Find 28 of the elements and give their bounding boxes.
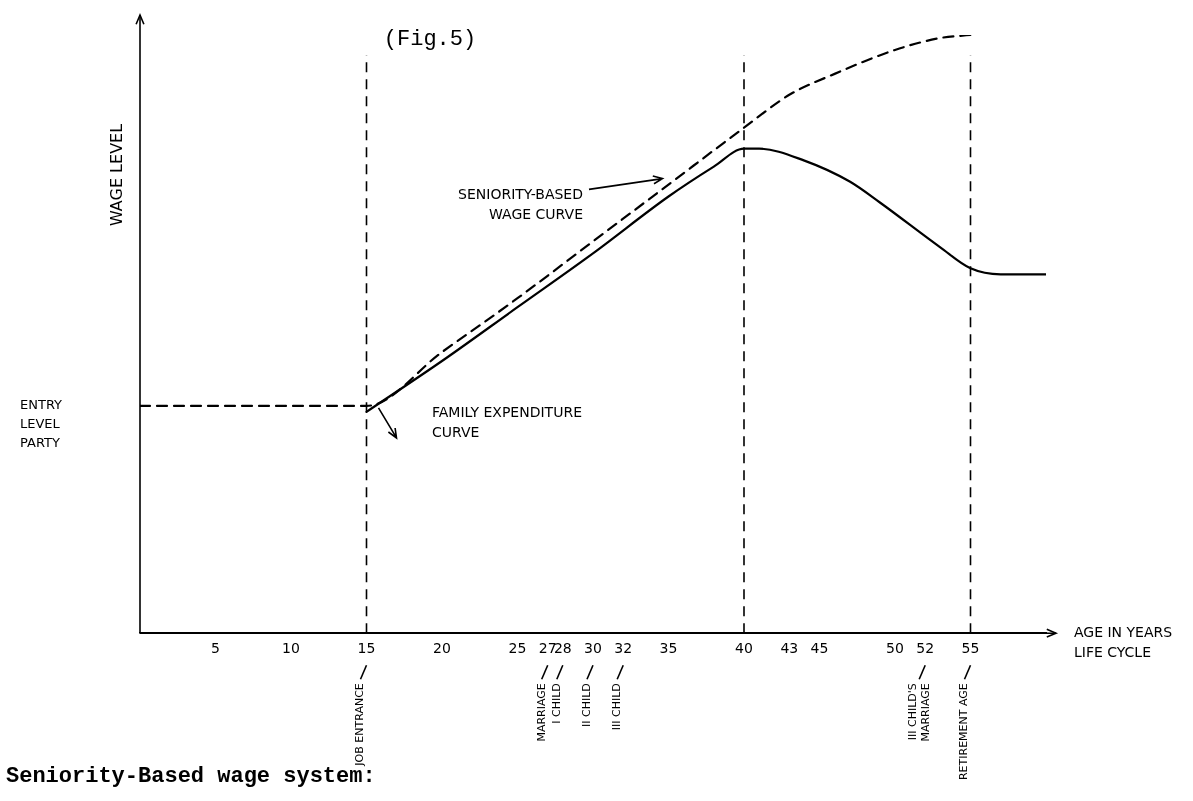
- x-tick-label: 30: [584, 640, 602, 657]
- x-tick-label: 27: [538, 640, 557, 657]
- y-axis-title: WAGE LEVEL: [107, 123, 127, 227]
- x-tick-label: 5: [211, 640, 220, 657]
- series-label: SENIORITY-BASED WAGE CURVE: [458, 186, 583, 223]
- text: I CHILD: [549, 683, 563, 724]
- text: JOB ENTRANCE: [353, 683, 367, 767]
- x-tick-label: 55: [961, 640, 980, 657]
- x-tick-label: 45: [810, 640, 829, 657]
- x-tick-label: 10: [282, 640, 300, 657]
- x-tick-label: 35: [659, 640, 678, 657]
- text: ENTRY LEVEL PARTY: [20, 397, 63, 451]
- chart-title: (Fig.5): [383, 26, 477, 52]
- x-tick-label: 15: [357, 640, 376, 657]
- text: MARRIAGE: [534, 683, 548, 742]
- text: FAMILY EXPENDITURE CURVE: [432, 403, 582, 440]
- text: III CHILD'S MARRIAGE: [905, 683, 932, 742]
- text: RETIREMENT AGE: [957, 683, 971, 781]
- x-tick-label: 25: [508, 640, 527, 657]
- x-tick-label: 50: [886, 640, 904, 657]
- x-tick-label: 40: [735, 640, 753, 657]
- x-tick-label: 52: [916, 640, 935, 657]
- text: II CHILD: [579, 683, 593, 727]
- x-tick-label: 43: [780, 640, 799, 657]
- x-tick-label: 20: [433, 640, 451, 657]
- text: III CHILD: [610, 683, 624, 731]
- x-axis-title: AGE IN YEARS LIFE CYCLE: [1074, 623, 1173, 660]
- x-tick-label: 32: [614, 640, 633, 657]
